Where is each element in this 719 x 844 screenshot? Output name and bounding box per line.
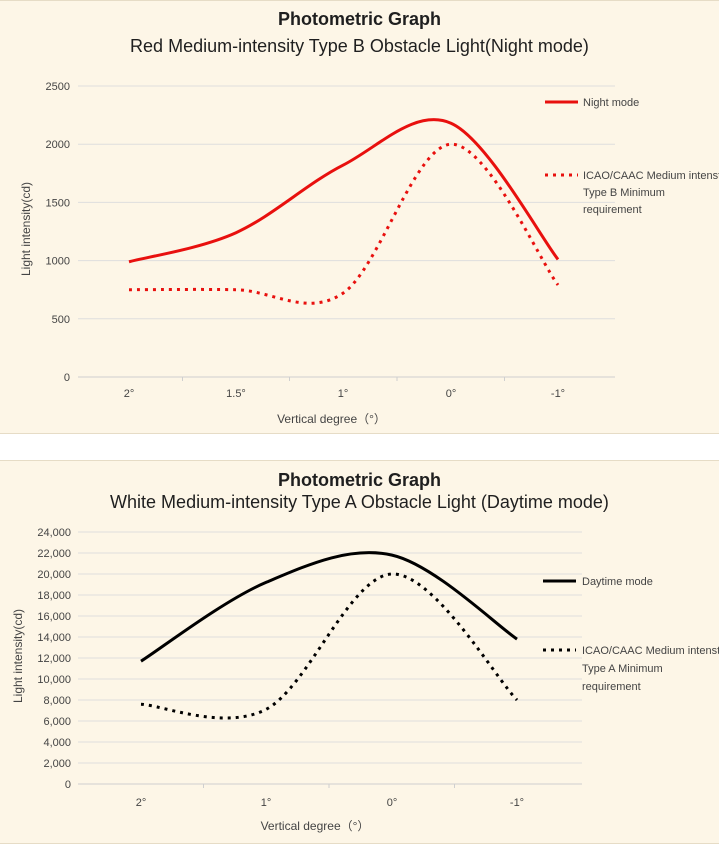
y-tick-label: 1000 [46,256,70,268]
series-line-minimum-requirement [128,142,560,305]
legend-label: ICAO/CAAC Medium intensty Type B Minimum r… [583,170,719,216]
night-mode-chart: 0 500 1000 1500 2000 2500 2° 1.5° 1° 0° -1° Vertica… [19,81,719,426]
chart-title: Photometric Graph [277,470,442,490]
y-tick-label: 8,000 [43,695,71,707]
y-tick-label: 12,000 [37,653,71,665]
y-tick-label: 2000 [46,139,70,151]
y-axis-title: Light intensity(cd) [19,182,33,276]
y-tick-label: 500 [52,314,70,326]
y-tick-label: 0 [64,372,70,384]
x-tick-label: -1° [551,388,565,400]
y-tick-label: 16,000 [37,611,71,623]
legend-label: Daytime mode [582,576,653,588]
y-tick-label: 22,000 [37,548,71,560]
legend-label: Night mode [583,97,639,109]
daytime-mode-chart: 0 2,000 4,000 6,000 8,000 10,000 12,000 14,000 1… [11,527,719,833]
chart-panel-daytime: Photometric Graph White Medium-intensity… [0,460,719,844]
x-tick-label: 0° [446,388,457,400]
chart-subtitle: Red Medium-intensity Type B Obstacle Lig… [130,36,589,56]
x-tick-label: -1° [510,797,524,809]
y-tick-label: 6,000 [43,716,71,728]
y-tick-label: 2500 [46,81,70,93]
y-tick-label: 1500 [46,197,70,209]
x-tick-label: 1.5° [226,388,246,400]
y-axis-title: Light intensity(cd) [11,609,25,703]
series-line-measured [128,118,560,264]
y-tick-label: 24,000 [37,527,71,539]
y-tick-label: 20,000 [37,569,71,581]
chart-title: Photometric Graph [277,9,442,29]
x-tick-label: 1° [261,797,272,809]
x-tick-label: 1° [338,388,349,400]
y-tick-label: 18,000 [37,590,71,602]
chart-panel-night: Photometric Graph Red Medium-intensity T… [0,0,719,434]
chart-subtitle: White Medium-intensity Type A Obstacle L… [110,492,609,512]
x-tick-label: 2° [124,388,135,400]
y-tick-label: 4,000 [43,737,71,749]
x-axis-title: Vertical degree（°） [277,412,386,426]
x-tick-label: 2° [136,797,147,809]
y-tick-label: 2,000 [43,758,71,770]
x-tick-label: 0° [387,797,398,809]
legend-label: ICAO/CAAC Medium intensty Type A Minimum r… [582,645,719,693]
x-axis-title: Vertical degree（°） [261,819,370,833]
y-tick-label: 0 [65,779,71,791]
y-tick-label: 10,000 [37,674,71,686]
y-tick-label: 14,000 [37,632,71,644]
series-line-minimum-requirement [140,572,519,720]
series-line-measured [140,551,518,663]
